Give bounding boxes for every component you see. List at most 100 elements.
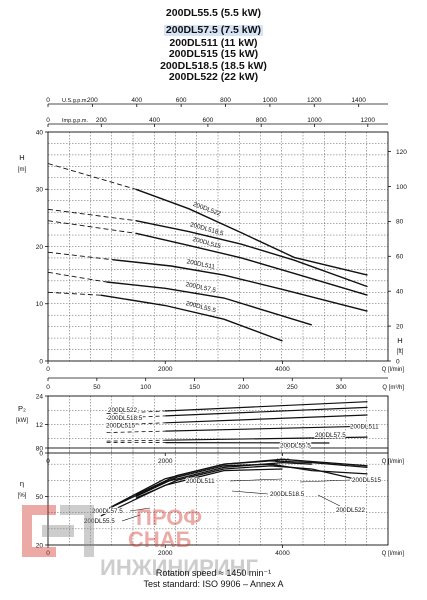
x-tick-label: 0 [46,458,50,465]
x-axis-label: Q [l/min] [382,367,405,373]
head-curve-dashed [47,163,137,190]
y-tick-label: 20 [36,244,44,251]
x2-axis-label: Q [m³/h] [382,385,404,391]
y-tick-label: 24 [36,393,44,400]
efficiency-curve-label: 200DL515 [352,477,382,484]
top-axis-tick-label: 400 [149,117,160,124]
title-block: 200DL55.5 (5.5 kW) 200DL57.5 (7.5 kW) 20… [0,7,427,84]
x-axis-label: Q [l/min] [382,459,405,465]
x2-tick-label: 150 [189,384,200,391]
title-line: 200DL518.5 (18.5 kW) [160,59,267,72]
efficiency-curve-label: 200DL518.5 [270,491,305,498]
title-line: 200DL55.5 (5.5 kW) [165,7,262,19]
y-axis-label: H [19,153,24,162]
head-curve-label: 200DL522 [192,201,222,218]
top-axis-tick-label: 400 [131,97,142,104]
y-axis-label: P₂ [18,404,26,413]
head-curve [135,232,368,296]
x2-tick-label: 50 [93,384,101,391]
y-tick-label: 12 [36,422,44,429]
efficiency-leader-line [299,479,351,483]
power-curve-label: 200DL515 [106,423,136,430]
watermark-text-2: СНАБ [128,527,192,552]
power-curve-dashed [106,439,166,442]
watermark-text-1: ПРОФ [136,505,202,530]
efficiency-curve-label: 200DL511 [186,478,215,485]
efficiency-leader-line [231,490,269,495]
footer: Rotation speed ≈ 1450 min⁻¹ Test standar… [0,568,427,590]
top-axis-tick-label: 200 [87,97,98,104]
y-tick-label: 50 [36,494,44,501]
x-axis-label: Q [l/min] [382,551,405,557]
efficiency-leader-line [121,514,141,522]
y-tick-label: 30 [36,187,44,194]
x-tick-label: 2000 [158,366,173,373]
right-axis-unit: [ft] [397,349,404,355]
x2-tick-label: 300 [336,384,347,391]
right-tick-label: 20 [396,323,404,330]
power-curve [165,414,368,424]
y-axis-label: η [20,479,24,488]
top-axis-tick-label: 600 [176,97,187,104]
top-axis-tick-label: 1200 [361,117,376,124]
efficiency-curve [112,458,368,507]
power-curve [165,401,368,412]
top-axis-tick-label: 0 [46,117,50,124]
power-curve-dashed [106,422,166,426]
right-tick-label: 0 [396,358,400,365]
title-line: 200DL515 (15 kW) [168,48,259,60]
rotation-speed-note: Rotation speed ≈ 1450 min⁻¹ [155,568,272,578]
top-axis-label: Imp.g.p.m. [62,118,88,124]
head-curve-dashed [47,291,101,296]
top-axis-tick-label: 1000 [307,117,322,124]
y-axis-unit: [m] [18,167,27,173]
efficiency-curve-label: 200DL522 [336,507,366,514]
efficiency-curve [106,461,312,510]
power-curve [165,436,368,441]
head-curve-dashed [47,208,136,222]
y-tick-label: 0 [39,358,43,365]
head-curve-dashed [47,220,136,234]
power-curve-label: 200DL518.5 [108,415,143,422]
y-tick-label: 80 [36,445,44,452]
x2-tick-label: 250 [287,384,298,391]
top-axis-label: U.S.g.p.m. [62,98,88,104]
power-curve-dashed [106,415,166,419]
y-tick-label: 10 [36,301,44,308]
head-curve [135,220,368,288]
power-curve [165,406,368,417]
head-curve-label: 200DL55.5 [185,300,217,314]
right-tick-label: 40 [396,288,404,295]
y-axis-unit: [kW] [16,418,28,424]
x-tick-label: 4000 [275,550,290,557]
efficiency-leader-line [317,494,341,507]
top-axis-tick-label: 800 [220,97,231,104]
top-axis-tick-label: 1000 [263,97,278,104]
y-tick-label: 20 [36,542,44,549]
top-axis-tick-label: 200 [96,117,107,124]
x-tick-label: 2000 [158,458,173,465]
watermark-emblem [22,505,94,557]
title-line: 200DL522 (22 kW) [168,71,259,83]
top-axis-tick-label: 1200 [307,97,322,104]
power-curve-dashed [106,430,166,433]
efficiency-curve [100,468,283,517]
x2-tick-label: 0 [46,384,50,391]
power-curve-label: 200DL55.5 [280,442,311,449]
right-tick-label: 80 [396,219,404,226]
head-curve [100,294,283,342]
top-axis-tick-label: 800 [256,117,267,124]
efficiency-curve-label: 200DL57.5 [92,508,123,515]
watermark-text-3: ИНЖИНИРИНГ [100,555,258,580]
efficiency-leader-line [129,507,151,512]
power-curve-label: 200DL511 [350,424,379,431]
power-curve-label: 200DL57.5 [315,432,346,439]
head-curve-dashed [47,271,107,283]
right-tick-label: 120 [396,149,407,156]
power-curve [165,425,368,432]
top-axis-tick-label: 600 [202,117,213,124]
x-tick-label: 0 [46,366,50,373]
x2-tick-label: 100 [140,384,151,391]
x2-tick-label: 200 [238,384,249,391]
head-curve-dashed [47,251,113,261]
